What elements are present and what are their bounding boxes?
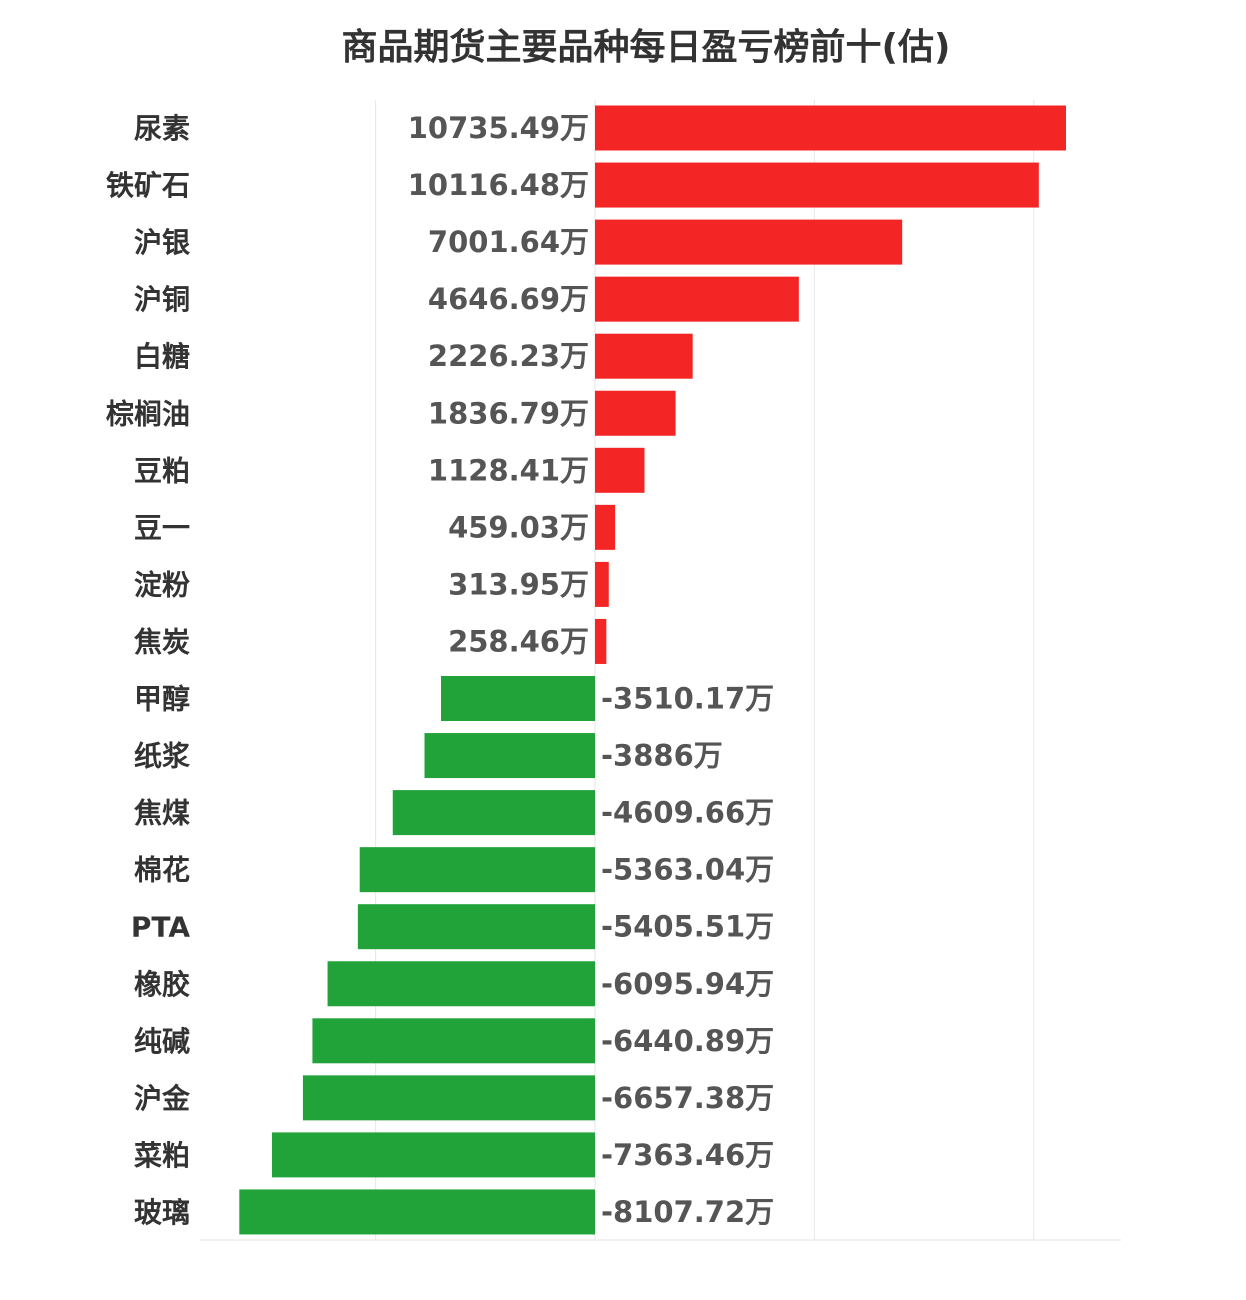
category-label: 焦炭 (134, 625, 190, 658)
value-label: 1836.79万 (428, 396, 589, 430)
value-label: -3886万 (601, 739, 723, 773)
bar (392, 790, 595, 836)
category-label: 沪金 (134, 1082, 191, 1115)
bar (239, 1189, 595, 1235)
bar (595, 561, 609, 607)
bar (595, 333, 693, 379)
category-label: 豆粕 (134, 454, 190, 487)
bars (239, 105, 1066, 1235)
bar (595, 219, 903, 265)
category-label: 纸浆 (134, 740, 191, 773)
bar (424, 733, 595, 779)
value-label: -5405.51万 (601, 910, 774, 944)
value-label: -6440.89万 (601, 1024, 774, 1058)
value-labels: 10735.49万 10116.48万 7001.64万 4646.69万 2226.2… (408, 111, 774, 1229)
value-label: -6657.38万 (601, 1081, 774, 1115)
category-label: 铁矿石 (106, 169, 190, 202)
category-label: 纯碱 (134, 1025, 190, 1058)
value-label: 258.46万 (448, 624, 589, 658)
value-label: -8107.72万 (601, 1195, 774, 1229)
value-label: 10116.48万 (408, 168, 589, 202)
category-label: 棕榈油 (106, 397, 190, 430)
category-label: 菜粕 (134, 1139, 190, 1172)
category-label: 甲醇 (134, 683, 190, 716)
value-label: 313.95万 (448, 567, 589, 601)
value-label: -4609.66万 (601, 796, 774, 830)
category-label: 焦煤 (134, 797, 190, 830)
bar (595, 276, 799, 322)
value-label: 4646.69万 (428, 282, 589, 316)
bar (357, 904, 595, 950)
category-label: 淀粉 (134, 568, 190, 601)
category-label: 尿素 (134, 112, 190, 145)
value-label: 10735.49万 (408, 111, 589, 145)
bar (271, 1132, 595, 1178)
category-label: 沪银 (134, 226, 191, 259)
category-label: 棉花 (134, 854, 190, 887)
category-label: 玻璃 (134, 1196, 190, 1229)
value-label: 459.03万 (448, 510, 589, 544)
bar (327, 961, 595, 1007)
chart-title: 商品期货主要品种每日盈亏榜前十(估) (341, 27, 951, 68)
bar (312, 1018, 595, 1064)
category-label: 白糖 (134, 340, 190, 373)
bar (595, 390, 676, 436)
value-label: -7363.46万 (601, 1138, 774, 1172)
value-label: -3510.17万 (601, 682, 774, 716)
bar (440, 676, 595, 721)
gridlines (200, 100, 1121, 1241)
category-label: 豆一 (134, 511, 190, 544)
bar (302, 1075, 595, 1121)
bar (359, 847, 595, 893)
bar (595, 105, 1066, 151)
bar (595, 618, 607, 664)
bar (595, 504, 616, 550)
bar (595, 447, 645, 493)
category-label: 沪铜 (134, 283, 190, 316)
category-label: 橡胶 (134, 968, 190, 1001)
value-label: -6095.94万 (601, 967, 774, 1001)
category-label: PTA (131, 911, 190, 944)
value-label: 2226.23万 (428, 339, 589, 373)
bar (595, 162, 1039, 208)
value-label: 1128.41万 (428, 453, 589, 487)
value-label: 7001.64万 (428, 225, 589, 259)
value-label: -5363.04万 (601, 853, 774, 887)
